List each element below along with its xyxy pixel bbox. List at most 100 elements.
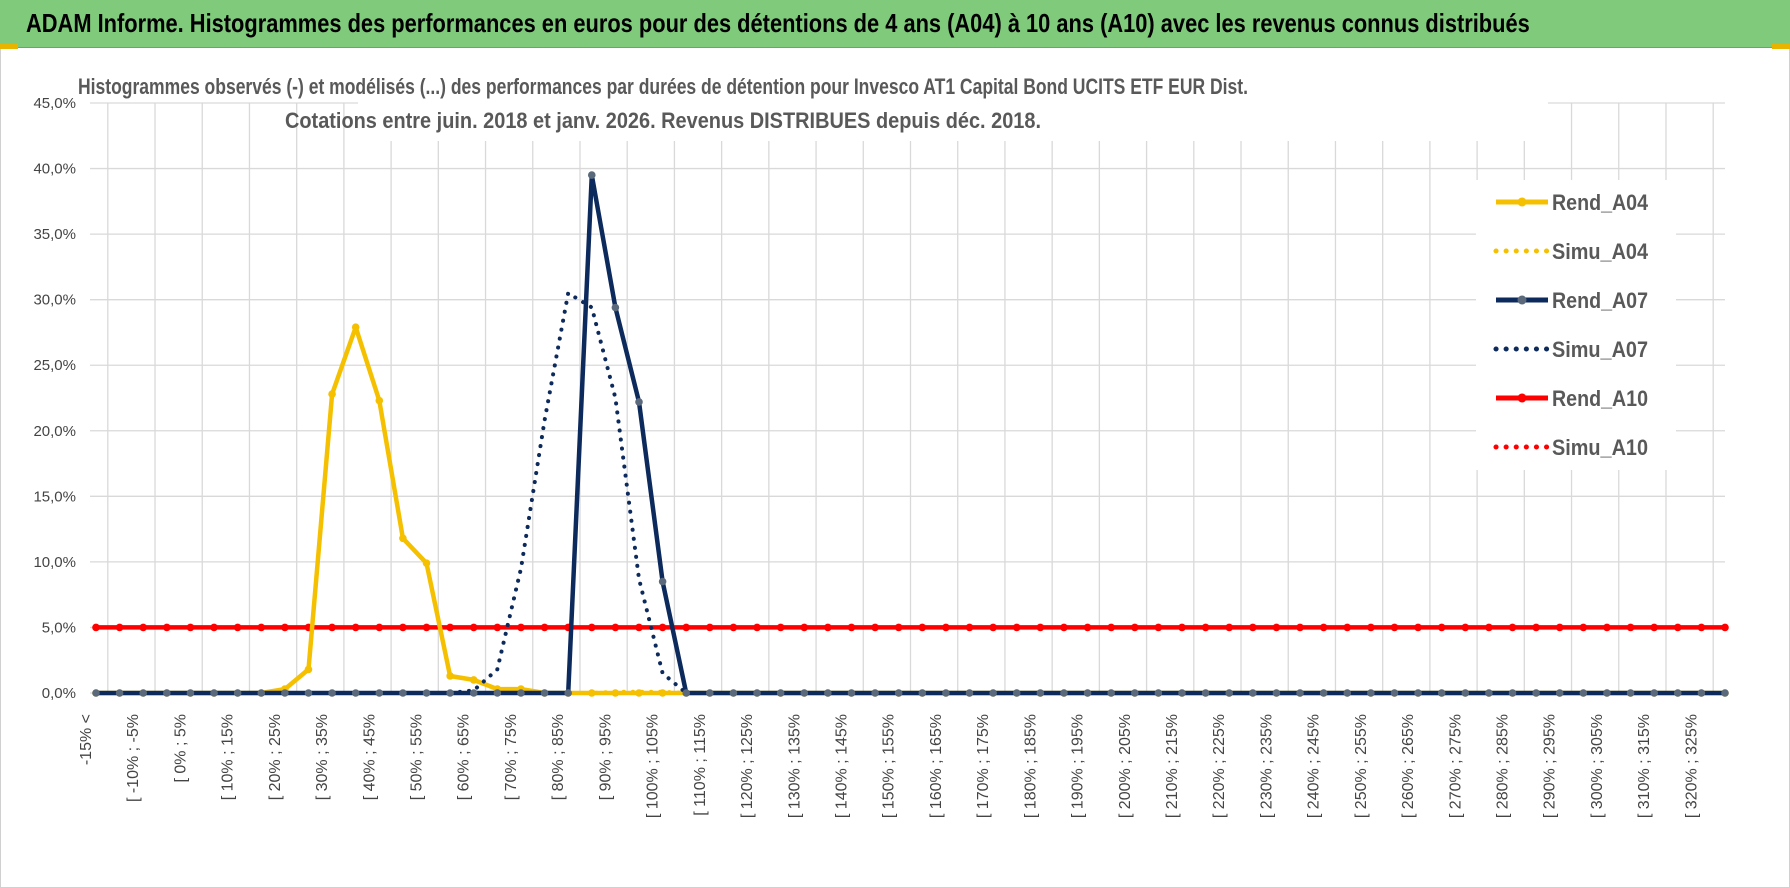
x-tick-label: [ 180% ; 185% [1022, 714, 1039, 818]
x-tick-label: [ 210% ; 215% [1164, 714, 1181, 818]
data-point-Rend_A10 [1154, 623, 1163, 632]
data-point-Rend_A10 [1367, 623, 1375, 632]
x-tick-label: [ 260% ; 265% [1400, 714, 1417, 818]
legend-item-Rend_A04: Rend_A04 [1496, 190, 1649, 215]
data-point-Rend_A07 [1130, 689, 1139, 697]
legend-item-Rend_A07: Rend_A07 [1496, 288, 1648, 313]
legend-label: Simu_A04 [1552, 239, 1649, 264]
data-point-Rend_A10 [729, 623, 738, 632]
x-tick-label: [ 100% ; 105% [645, 714, 662, 818]
data-point-Rend_A10 [1508, 623, 1517, 632]
data-point-Rend_A10 [1461, 623, 1470, 632]
data-point-Rend_A07 [1650, 689, 1658, 697]
data-point-Rend_A10 [918, 623, 927, 632]
data-point-Rend_A07 [847, 689, 856, 697]
data-point-Rend_A10 [1603, 623, 1611, 632]
y-tick-label: 25,0% [33, 357, 76, 374]
data-point-Rend_A07 [1555, 689, 1564, 697]
data-point-Rend_A07 [163, 689, 171, 697]
data-point-Rend_A07 [1532, 689, 1540, 697]
data-point-Rend_A07 [540, 689, 549, 697]
data-point-Rend_A07 [233, 689, 242, 697]
data-point-Rend_A07 [1319, 689, 1328, 697]
legend-item-Simu_A04: Simu_A04 [1493, 239, 1649, 264]
legend-marker [1517, 197, 1527, 207]
data-point-Rend_A07 [1036, 689, 1045, 697]
legend-label: Rend_A07 [1552, 288, 1648, 313]
data-point-Rend_A07 [351, 689, 360, 697]
data-point-Rend_A07 [1201, 689, 1210, 697]
data-point-Rend_A10 [1437, 623, 1446, 632]
data-point-Rend_A10 [1579, 623, 1588, 632]
legend-label: Rend_A04 [1552, 190, 1649, 215]
data-point-Rend_A04 [399, 534, 407, 543]
data-point-Rend_A10 [1060, 623, 1068, 632]
data-point-Rend_A07 [1603, 689, 1611, 697]
chart-title-line-2: Cotations entre juin. 2018 et janv. 2026… [285, 108, 1041, 133]
y-tick-label: 35,0% [33, 226, 76, 243]
series-lines [92, 171, 1729, 697]
x-tick-label: [ 150% ; 155% [881, 714, 898, 818]
y-tick-label: 40,0% [33, 161, 76, 178]
data-point-Rend_A10 [1225, 623, 1234, 632]
data-point-Rend_A07 [210, 689, 218, 697]
legend-label: Simu_A10 [1552, 435, 1648, 460]
x-tick-label: [ 130% ; 135% [786, 714, 803, 818]
y-tick-label: 15,0% [33, 488, 76, 505]
data-point-Rend_A07 [682, 689, 691, 697]
data-point-Rend_A07 [1697, 689, 1706, 697]
data-point-Rend_A07 [115, 689, 124, 697]
data-point-Rend_A10 [800, 623, 809, 632]
data-point-Rend_A07 [1579, 689, 1588, 697]
data-point-Rend_A07 [1508, 689, 1517, 697]
x-tick-label: [ 140% ; 145% [833, 714, 850, 818]
data-point-Rend_A10 [328, 623, 336, 632]
x-tick-label: [ 120% ; 125% [739, 714, 756, 818]
data-point-Rend_A10 [1319, 623, 1328, 632]
data-point-Rend_A07 [517, 689, 525, 697]
data-point-Rend_A07 [706, 689, 714, 697]
data-point-Rend_A10 [1012, 623, 1021, 632]
y-tick-label: 5,0% [42, 619, 76, 636]
data-point-Rend_A07 [139, 689, 148, 697]
data-point-Rend_A07 [257, 689, 266, 697]
data-point-Rend_A07 [1296, 689, 1304, 697]
x-tick-label: [ 160% ; 165% [928, 714, 945, 818]
data-point-Rend_A07 [1272, 689, 1281, 697]
data-point-Rend_A10 [257, 623, 266, 632]
data-point-Rend_A10 [351, 623, 360, 632]
data-point-Rend_A10 [399, 623, 407, 632]
x-tick-label: [ 20% ; 25% [267, 714, 284, 800]
data-point-Rend_A10 [1083, 623, 1092, 632]
data-point-Rend_A07 [1249, 689, 1257, 697]
data-point-Rend_A10 [1130, 623, 1139, 632]
data-point-Rend_A07 [611, 303, 620, 312]
data-point-Rend_A07 [1461, 689, 1470, 697]
data-point-Rend_A07 [446, 689, 454, 697]
data-point-Rend_A10 [422, 623, 431, 632]
data-point-Rend_A10 [871, 623, 879, 632]
data-point-Rend_A07 [493, 689, 502, 697]
data-point-Rend_A07 [375, 689, 384, 697]
data-point-Rend_A07 [92, 689, 100, 697]
data-point-Rend_A10 [847, 623, 856, 632]
data-point-Rend_A10 [517, 623, 525, 632]
x-tick-label: [ 230% ; 235% [1258, 714, 1275, 818]
x-tick-label: [ 40% ; 45% [361, 714, 378, 800]
data-point-Rend_A10 [706, 623, 714, 632]
data-point-Rend_A07 [422, 689, 431, 697]
x-tick-label: [ 60% ; 65% [456, 714, 473, 800]
x-tick-label: [ 90% ; 95% [597, 714, 614, 800]
x-tick-label: [ 240% ; 245% [1306, 714, 1323, 818]
data-point-Rend_A10 [446, 623, 454, 632]
data-point-Rend_A07 [186, 689, 195, 697]
x-tick-label: [ 200% ; 205% [1117, 714, 1134, 818]
data-point-Rend_A07 [328, 689, 336, 697]
data-point-Rend_A07 [824, 689, 832, 697]
x-tick-label: [ 0% ; 5% [172, 714, 189, 782]
data-point-Rend_A07 [1367, 689, 1375, 697]
data-point-Rend_A04 [422, 559, 431, 567]
data-point-Rend_A07 [399, 689, 407, 697]
data-point-Rend_A10 [1721, 623, 1729, 632]
x-tick-label: [ -10% ; -5% [125, 714, 142, 802]
